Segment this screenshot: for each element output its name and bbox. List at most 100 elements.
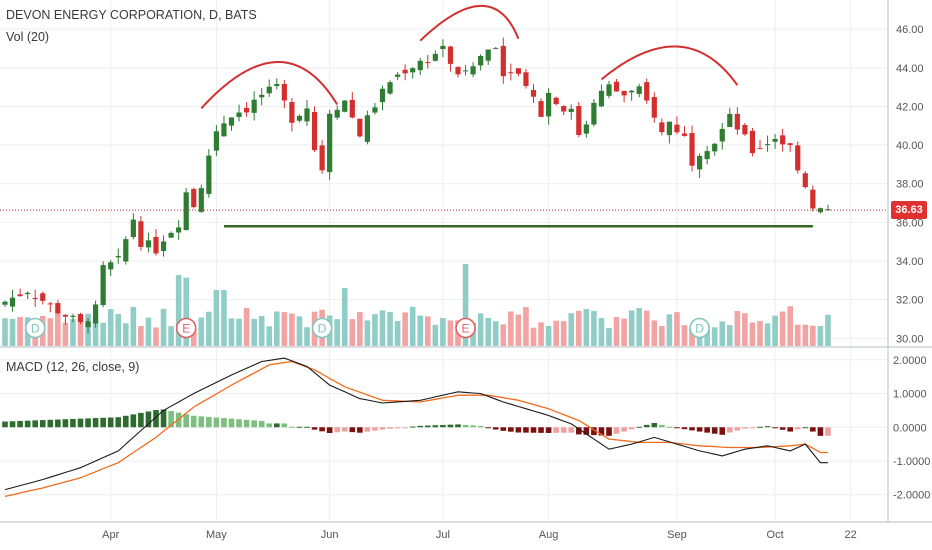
volume-bar xyxy=(160,308,167,346)
macd-histogram-bar xyxy=(394,427,401,429)
marker-circle xyxy=(24,317,46,339)
candle-body xyxy=(296,115,303,121)
volume-bar xyxy=(274,311,280,346)
candle-body xyxy=(410,68,416,73)
volume-bar xyxy=(130,306,137,346)
candle-body xyxy=(108,262,114,270)
candle-body xyxy=(115,256,121,258)
candle-body xyxy=(289,102,295,123)
candle-body xyxy=(546,92,552,117)
macd-histogram-bar xyxy=(817,427,824,436)
volume-bar xyxy=(576,310,582,346)
macd-histogram-bar xyxy=(304,426,310,428)
volume-bar xyxy=(613,317,620,346)
macd-histogram-bar xyxy=(749,427,756,429)
dividend-marker[interactable]: D xyxy=(24,317,46,339)
candle-body xyxy=(183,192,189,230)
macd-histogram-bar xyxy=(160,409,167,428)
earnings-marker[interactable]: E xyxy=(455,317,476,339)
candle-body xyxy=(395,74,401,77)
volume-bar xyxy=(145,317,152,346)
macd-histogram-bar xyxy=(32,420,38,428)
dividend-marker[interactable]: D xyxy=(311,317,333,339)
macd-histogram-bar xyxy=(568,427,575,433)
macd-histogram-bar xyxy=(39,420,46,428)
candle-body xyxy=(47,303,53,305)
macd-histogram-bar xyxy=(77,418,84,428)
candle-body xyxy=(810,189,816,209)
volume-bar xyxy=(379,310,386,346)
macd-histogram-bar xyxy=(190,415,197,428)
volume-bar xyxy=(2,318,8,346)
marker-circle xyxy=(689,317,710,339)
macd-histogram-bar xyxy=(206,416,212,428)
candle-body xyxy=(538,101,544,117)
macd-histogram-bar xyxy=(349,427,356,433)
macd-histogram-bar xyxy=(794,427,801,430)
chart-title: DEVON ENERGY CORPORATION, D, BATS xyxy=(6,8,257,22)
candle-body xyxy=(727,113,733,127)
candle-body xyxy=(145,240,152,248)
volume-bar xyxy=(779,311,786,346)
volume-bar xyxy=(553,320,559,346)
candle-body xyxy=(387,82,393,94)
candle-body xyxy=(168,232,174,238)
candle-body xyxy=(568,108,574,112)
volume-bar xyxy=(643,310,650,346)
candle-body xyxy=(742,124,748,135)
macd-histogram-bar xyxy=(425,425,431,428)
macd-histogram-bar xyxy=(508,427,514,432)
macd-histogram-bar xyxy=(168,411,174,428)
volume-bar xyxy=(440,318,446,346)
candle-body xyxy=(123,239,129,262)
candle-body xyxy=(561,106,567,112)
volume-bar xyxy=(711,327,718,346)
macd-histogram-bar xyxy=(62,419,69,428)
candle-body xyxy=(606,84,612,96)
candle-body xyxy=(206,155,212,194)
candle-body xyxy=(651,97,657,118)
volume-bar xyxy=(810,325,816,346)
candle-body xyxy=(553,97,559,105)
macd-histogram-bar xyxy=(334,427,340,433)
macd-histogram-bar xyxy=(764,426,771,428)
candle-body xyxy=(304,108,310,122)
candle-body xyxy=(319,145,325,171)
volume-bar xyxy=(681,325,688,346)
volume-bar xyxy=(198,317,205,346)
volume-bar xyxy=(651,320,658,346)
macd-histogram-bar xyxy=(523,427,529,433)
volume-bar xyxy=(296,316,303,346)
candle-body xyxy=(236,112,242,118)
macd-tick-label: -1.0000 xyxy=(893,456,930,468)
volume-bar xyxy=(628,310,635,346)
volume-bar xyxy=(530,327,537,346)
candle-body xyxy=(357,118,363,137)
macd-histogram-bar xyxy=(696,427,703,432)
volume-bar xyxy=(221,290,227,346)
earnings-marker[interactable]: E xyxy=(175,317,197,339)
macd-histogram-bar xyxy=(621,427,627,432)
macd-histogram-bar xyxy=(515,427,522,433)
macd-histogram-bar xyxy=(636,426,642,428)
volume-bar xyxy=(9,318,16,346)
volume-bar xyxy=(704,325,710,346)
marker-label: D xyxy=(31,322,40,336)
macd-tick-label: 1.0000 xyxy=(893,389,927,401)
macd-histogram-bar xyxy=(455,424,461,428)
candle-body xyxy=(500,45,506,77)
grid-lines xyxy=(0,0,888,520)
macd-histogram-bar xyxy=(530,427,537,433)
macd-histogram-bar xyxy=(281,423,288,428)
candle-body xyxy=(462,70,469,72)
candle-body xyxy=(342,100,348,112)
macd-histogram-bar xyxy=(55,419,61,428)
macd-histogram-bar xyxy=(825,427,831,436)
macd-histogram-bar xyxy=(24,420,31,428)
macd-histogram-bar xyxy=(326,427,333,433)
dividend-marker[interactable]: D xyxy=(689,317,710,339)
candle-body xyxy=(274,83,280,87)
volume-bar xyxy=(62,322,69,346)
